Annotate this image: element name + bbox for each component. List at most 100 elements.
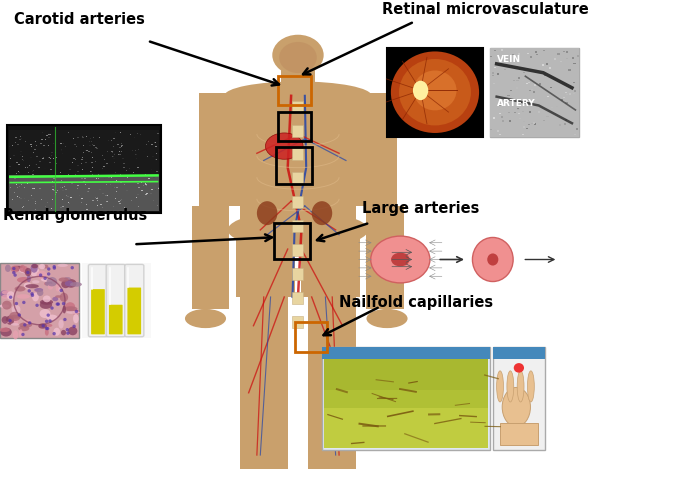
Bar [278,112,311,141]
Bar [147,157,149,158]
Bar [9,175,159,211]
Bar [274,223,310,259]
Bar [16,184,17,185]
Bar [91,161,92,162]
Bar [108,140,109,141]
Bar [23,206,25,207]
Ellipse shape [502,388,530,427]
Bar [521,67,523,68]
Bar [513,80,515,81]
Bar [564,123,566,125]
Bar [77,185,79,186]
Bar [136,154,137,155]
Bar [68,132,69,133]
Bar [70,197,71,198]
Bar [95,161,96,162]
Bar [103,193,104,194]
Bar [542,64,544,66]
Bar [114,154,115,155]
Bar [566,94,569,95]
Bar [119,154,121,155]
Bar [14,155,15,156]
Bar [121,182,122,183]
Bar [82,159,83,160]
Bar [83,146,84,147]
Ellipse shape [32,264,38,268]
Bar [101,204,102,205]
Bar [497,130,499,132]
Ellipse shape [37,289,43,296]
Bar [538,111,540,113]
Ellipse shape [57,302,60,306]
Ellipse shape [62,306,66,313]
Bar [47,135,48,136]
Bar [529,90,531,91]
Bar [153,177,155,178]
Bar [121,145,123,146]
Bar [51,208,53,209]
Ellipse shape [22,301,25,304]
Bar [64,186,65,187]
Bar [114,162,115,163]
Bar [36,145,37,146]
Ellipse shape [40,309,51,318]
Bar [58,196,60,197]
Bar [51,155,52,156]
Bar [129,190,130,191]
FancyBboxPatch shape [109,305,123,334]
Bar [53,143,54,144]
Bar [16,162,18,163]
Bar [102,155,103,156]
Bar [104,159,105,160]
Ellipse shape [65,302,75,311]
Ellipse shape [39,264,45,269]
Ellipse shape [12,271,16,274]
Bar [62,190,64,191]
Ellipse shape [8,319,12,322]
Bar [31,146,32,147]
Bar [18,164,19,165]
Bar [83,181,84,182]
Bar [135,150,136,151]
Bar [518,78,520,79]
Bar [21,184,23,185]
Bar [53,186,54,187]
Ellipse shape [72,309,79,315]
Text: ARTERY: ARTERY [497,99,535,108]
Bar [113,156,114,157]
Bar [45,205,46,206]
Bar [23,187,25,188]
Bar [292,148,303,160]
Bar [103,166,105,167]
Ellipse shape [38,323,47,329]
Bar [508,95,510,96]
Bar [113,158,114,159]
Bar [508,98,510,99]
Bar [121,151,122,152]
Bar [127,177,128,178]
Ellipse shape [27,289,31,293]
Ellipse shape [43,277,47,280]
Ellipse shape [228,211,369,249]
Bar [89,141,90,142]
Bar [97,174,99,175]
Bar [148,178,149,179]
Bar [21,198,22,199]
Ellipse shape [68,327,77,335]
Ellipse shape [527,371,534,402]
Bar [522,111,524,112]
FancyBboxPatch shape [106,264,125,337]
Bar [105,201,107,202]
Bar [82,136,84,137]
Bar [492,72,494,74]
Bar [566,51,569,53]
Ellipse shape [279,42,316,73]
Bar [35,204,36,205]
Bar [86,162,87,163]
Bar [40,143,42,144]
Bar [153,142,155,143]
Bar [111,140,112,141]
Bar [276,147,312,184]
Bar [119,201,120,202]
Bar [18,171,19,172]
